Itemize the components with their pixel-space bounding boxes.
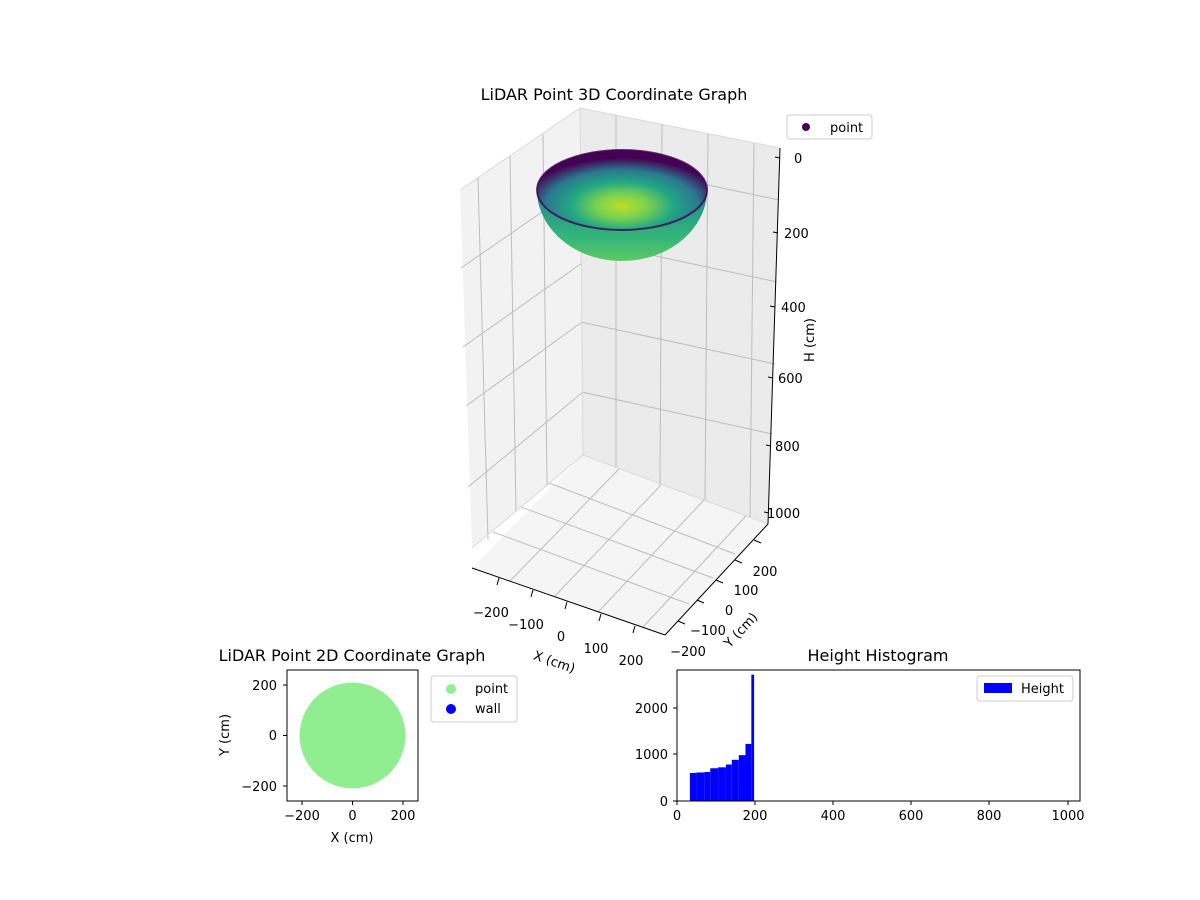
histogram-bar <box>696 772 705 801</box>
y2d-tick-label: −200 <box>241 780 277 795</box>
hist-y-tick-label: 1000 <box>635 748 668 763</box>
x3d-tick-label: −100 <box>508 618 544 633</box>
plot-3d: LiDAR Point 3D Coordinate Graph <box>459 85 873 677</box>
histogram-bar <box>704 771 711 801</box>
legend-2d: point wall <box>430 675 518 723</box>
x3d-tick-label: −200 <box>473 606 509 621</box>
histogram-bar <box>751 674 755 801</box>
y3d-tick-label: 200 <box>753 565 778 580</box>
histogram-bar <box>725 764 732 801</box>
point-bowl <box>536 149 708 261</box>
y2d-tick-label: 0 <box>269 729 277 744</box>
y-axis-3d <box>664 523 769 636</box>
y3d-tick-label: 100 <box>734 584 759 599</box>
bowl-inner-surface <box>537 150 707 230</box>
histogram-bar <box>718 767 726 801</box>
y3d-tick-label: 0 <box>725 604 733 619</box>
legend-marker-wall <box>446 704 456 714</box>
legend-hist-label-height: Height <box>1021 682 1064 697</box>
x2d-tick-label: 0 <box>348 809 356 824</box>
x2d-axis-label: X (cm) <box>331 831 374 846</box>
x2d-tick-label: −200 <box>284 809 320 824</box>
histogram-bar <box>731 759 739 801</box>
x3d-axis-label: X (cm) <box>531 649 577 677</box>
histogram-axes-frame <box>676 669 1081 802</box>
hist-y-tick-label: 0 <box>660 795 668 810</box>
legend-3d-label-point: point <box>830 121 863 136</box>
x3d-tick-label: 0 <box>557 630 565 645</box>
histogram-bar <box>710 768 719 801</box>
histogram-bar <box>689 772 697 801</box>
hist-x-tick-label: 400 <box>821 809 846 824</box>
legend-hist-frame <box>976 675 1074 702</box>
legend-marker-point <box>802 123 810 131</box>
histogram-title: Height Histogram <box>808 646 949 665</box>
x2d-tick-label: 200 <box>391 809 416 824</box>
hist-x-tick-label: 0 <box>673 809 681 824</box>
legend-histogram: Height <box>976 675 1074 702</box>
y3d-tick-label: −200 <box>670 645 706 660</box>
z3d-tick-label: 0 <box>794 152 802 167</box>
y2d-tick-label: 200 <box>252 679 277 694</box>
hist-y-tick-label: 2000 <box>635 702 668 717</box>
histogram-bar <box>738 755 746 801</box>
hist-x-tick-label: 800 <box>977 809 1002 824</box>
legend-2d-label-wall: wall <box>475 702 501 717</box>
y2d-axis-label: Y (cm) <box>218 714 233 757</box>
x-axis-3d <box>471 567 666 636</box>
legend-2d-label-point: point <box>475 682 508 697</box>
histogram-bar <box>745 743 752 801</box>
hist-x-tick-label: 1000 <box>1051 809 1084 824</box>
hist-x-tick-label: 200 <box>743 809 768 824</box>
z3d-tick-label: 400 <box>781 301 806 316</box>
z3d-axis-label: H (cm) <box>803 318 818 362</box>
legend-3d: point <box>786 114 873 140</box>
z3d-tick-label: 600 <box>778 372 803 387</box>
hist-x-tick-label: 600 <box>899 809 924 824</box>
legend-marker-height <box>984 683 1012 693</box>
z3d-tick-label: 1000 <box>767 507 800 522</box>
x3d-tick-label: 200 <box>619 654 644 669</box>
histogram-bars <box>689 674 755 801</box>
point-disc <box>299 682 406 789</box>
plot-3d-title: LiDAR Point 3D Coordinate Graph <box>481 85 748 104</box>
y3d-tick-label: −100 <box>690 624 726 639</box>
legend-3d-frame <box>786 114 873 140</box>
z3d-tick-label: 800 <box>775 440 800 455</box>
z-axis-3d <box>767 147 781 525</box>
z3d-tick-label: 200 <box>784 227 809 242</box>
x3d-tick-label: 100 <box>584 642 609 657</box>
pane-floor <box>472 455 768 635</box>
plot-2d: LiDAR Point 2D Coordinate Graph −200 0 2… <box>218 646 518 846</box>
legend-marker-point <box>446 684 456 694</box>
plot-2d-title: LiDAR Point 2D Coordinate Graph <box>219 646 486 665</box>
plot-histogram: Height Histogram 0 200 400 600 800 1000 … <box>635 646 1085 824</box>
